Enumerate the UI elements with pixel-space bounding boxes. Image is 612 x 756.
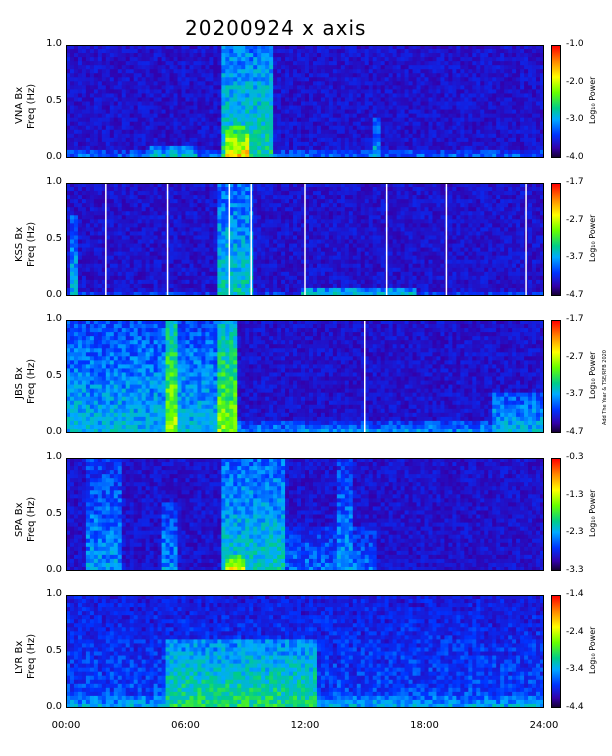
colorbar-label: Log₁₀ Power [588,626,597,674]
spectrogram-panel [66,320,544,433]
y-tick-label: 0.5 [46,644,62,656]
panel-frame [66,595,544,708]
x-tick-label: 24:00 [529,720,559,731]
y-axis-frequency-label: Freq (Hz) [26,358,37,404]
y-tick-label: 0.0 [46,564,62,575]
spectrogram-panel [66,595,544,708]
y-axis-frequency-label: Freq (Hz) [26,633,37,679]
colorbar-tick-label: -4.4 [566,702,584,712]
colorbar-label: Log₁₀ Power [588,214,597,262]
panel-frame [66,183,544,296]
spectrogram-image [66,595,544,708]
panel-frame [66,45,544,158]
colorbar-tick-label: -4.7 [566,427,584,437]
colorbar-tick-label: -3.4 [566,664,584,675]
y-axis-frequency-label: Freq (Hz) [26,83,37,129]
y-tick-label: 1.0 [46,38,62,49]
colorbar-tick-label: -3.3 [566,565,584,575]
y-tick-label: 0.0 [46,701,62,712]
panel-frame [66,320,544,433]
colorbar-tick-label: -3.7 [566,389,584,400]
y-tick-label: 1.0 [46,176,62,187]
colorbar-tick-label: -1.7 [566,177,584,187]
colorbar-tick-label: -1.0 [566,39,584,49]
y-tick-label: 1.0 [46,313,62,324]
y-tick-label: 0.5 [46,369,62,381]
x-tick-label: 06:00 [171,720,200,731]
spectrogram-image [66,320,544,433]
spectrogram-panel [66,183,544,296]
y-tick-label: 0.0 [46,289,62,300]
spectrogram-image [66,458,544,571]
colorbar-tick-label: -4.0 [566,152,584,162]
colorbar-tick-label: -1.4 [566,589,584,599]
panel-frame [66,458,544,571]
y-axis-station-label: JBS Bx [14,366,25,399]
x-tick-label: 18:00 [410,720,439,731]
y-tick-label: 1.0 [46,451,62,462]
colorbar [551,458,561,571]
spectrogram-panel [66,45,544,158]
spectrogram-image [66,45,544,158]
colorbar-tick-label: -4.7 [566,290,584,300]
colorbar-label: Log₁₀ Power [588,489,597,537]
colorbar-tick-label: -2.4 [566,626,584,637]
spectrogram-panel [66,458,544,571]
y-axis-station-label: VNA Bx [14,86,25,124]
y-tick-label: 0.0 [46,151,62,162]
y-axis-frequency-label: Freq (Hz) [26,496,37,542]
colorbar-tick-label: -0.3 [566,452,584,462]
colorbar [551,320,561,433]
y-axis-station-label: KSS Bx [14,226,25,262]
colorbar-tick-label: -2.7 [566,351,584,362]
colorbar-tick-label: -1.7 [566,314,584,324]
colorbar [551,45,561,158]
colorbar-tick-label: -3.0 [566,114,584,125]
colorbar-tick-label: -2.3 [566,527,584,538]
x-tick-label: 00:00 [51,720,81,731]
colorbar-tick-label: -3.7 [566,252,584,263]
spectrogram-image [66,183,544,296]
y-axis-station-label: LYR Bx [14,640,25,674]
colorbar-tick-label: -2.7 [566,214,584,225]
y-axis-station-label: SPA Bx [14,501,25,537]
colorbar-label: Log₁₀ Power [588,76,597,124]
x-tick-label: 12:00 [290,720,320,731]
colorbar-label: Log₁₀ Power [588,351,597,399]
y-tick-label: 0.5 [46,507,62,519]
chart-title: 20200924 x axis [185,16,367,40]
colorbar-tick-label: -1.3 [566,489,584,500]
y-tick-label: 0.5 [46,94,62,106]
colorbar-tick-label: -2.0 [566,76,584,87]
colorbar [551,183,561,296]
y-tick-label: 1.0 [46,588,62,599]
y-tick-label: 0.5 [46,232,62,244]
colorbar [551,595,561,708]
credit-text: Add The Year & TSE/RFB 2020 [602,350,608,425]
y-tick-label: 0.0 [46,426,62,437]
y-axis-frequency-label: Freq (Hz) [26,221,37,267]
